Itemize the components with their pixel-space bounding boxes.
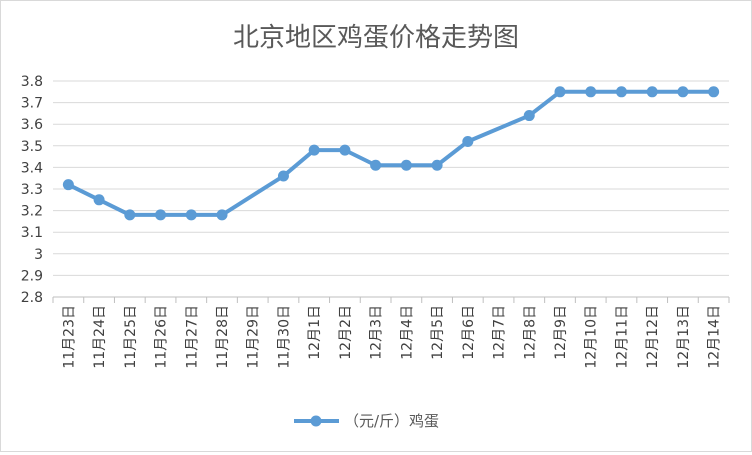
legend-marker-swatch <box>310 415 322 427</box>
y-tick-label: 3.4 <box>21 160 43 176</box>
data-point <box>62 179 74 191</box>
y-tick-label: 3.3 <box>21 182 43 198</box>
x-tick-label: 12月11日 <box>614 305 630 369</box>
data-point <box>124 209 136 221</box>
x-tick-label: 12月5日 <box>430 305 446 360</box>
y-tick-label: 3.5 <box>21 139 43 155</box>
data-point <box>277 170 289 182</box>
data-point <box>585 86 597 98</box>
data-point <box>370 159 382 171</box>
x-tick-label: 12月8日 <box>522 305 538 360</box>
y-tick-label: 3 <box>34 247 43 263</box>
x-tick-label: 11月29日 <box>246 305 262 369</box>
data-point <box>646 86 658 98</box>
y-tick-label: 3.1 <box>21 225 43 241</box>
x-tick-label: 12月12日 <box>645 305 661 369</box>
y-tick-label: 3.2 <box>21 204 43 220</box>
series-line <box>67 89 714 217</box>
x-tick-label: 12月4日 <box>399 305 415 360</box>
x-tick-label: 11月26日 <box>154 305 170 369</box>
data-point <box>93 194 105 206</box>
x-tick-label: 11月24日 <box>92 305 108 369</box>
data-point <box>308 144 320 156</box>
data-point <box>339 144 351 156</box>
x-tick-label: 12月3日 <box>369 305 385 360</box>
x-tick-label: 12月14日 <box>707 305 723 369</box>
data-point <box>216 209 228 221</box>
data-point <box>677 86 689 98</box>
x-tick-label: 12月9日 <box>553 305 569 360</box>
series-group <box>62 86 720 221</box>
y-tick-label: 3.8 <box>21 74 43 90</box>
y-tick-label: 3.6 <box>21 117 43 133</box>
data-point <box>554 86 566 98</box>
x-axis: 11月23日 11月24日 11月25日 11月26日 11月27日 11月28日 11月2… <box>52 296 730 369</box>
y-tick-label: 2.9 <box>21 268 43 284</box>
data-point <box>155 209 167 221</box>
x-tick-label: 12月1日 <box>307 305 323 360</box>
data-point <box>185 209 197 221</box>
x-tick-label: 12月6日 <box>461 305 477 360</box>
x-tick-label: 12月2日 <box>338 305 354 360</box>
x-tick-label: 11月30日 <box>276 305 292 369</box>
x-tick-label: 12月13日 <box>676 305 692 369</box>
x-tick-label: 11月25日 <box>123 305 139 369</box>
chart-title: 北京地区鸡蛋价格走势图 <box>233 23 519 53</box>
y-axis-ticks: 2.8 2.9 3 3.1 3.2 3.3 3.4 3.5 3.6 3.7 3.8 <box>21 74 43 306</box>
x-tick-label: 11月27日 <box>184 305 200 369</box>
x-tick-label: 12月10日 <box>584 305 600 369</box>
legend-label: （元/斤）鸡蛋 <box>344 412 439 430</box>
x-tick-label: 11月23日 <box>61 305 77 369</box>
gridlines <box>53 80 729 298</box>
data-point <box>400 159 412 171</box>
data-point <box>462 135 474 147</box>
data-point <box>431 159 443 171</box>
data-point <box>708 86 720 98</box>
legend: （元/斤）鸡蛋 <box>294 412 439 430</box>
y-tick-label: 3.7 <box>21 96 43 112</box>
x-tick-label: 11月28日 <box>215 305 231 369</box>
data-point <box>615 86 627 98</box>
x-tick-label: 12月7日 <box>492 305 508 360</box>
data-point <box>523 110 535 122</box>
y-tick-label: 2.8 <box>21 290 43 306</box>
